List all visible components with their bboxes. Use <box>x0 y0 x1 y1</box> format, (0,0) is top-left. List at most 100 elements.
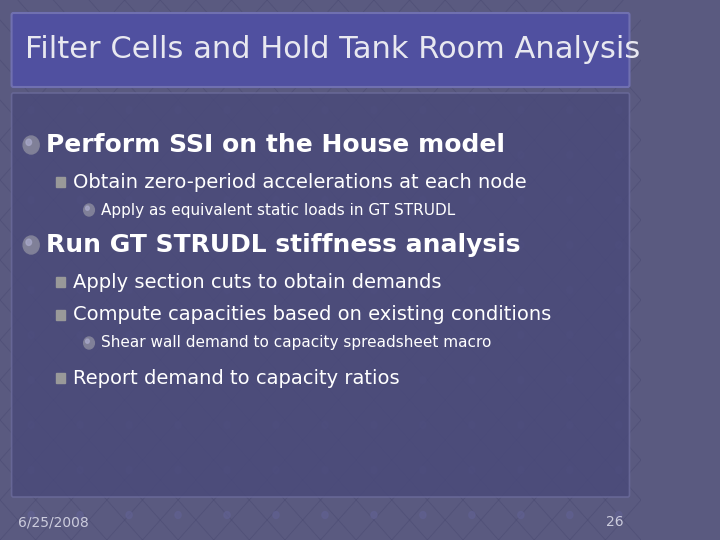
Circle shape <box>273 17 279 24</box>
Circle shape <box>518 287 524 294</box>
Circle shape <box>420 467 426 474</box>
Circle shape <box>371 467 377 474</box>
Circle shape <box>371 152 377 159</box>
Circle shape <box>77 422 84 429</box>
Circle shape <box>175 511 181 518</box>
Circle shape <box>28 332 35 339</box>
Circle shape <box>77 332 84 339</box>
Circle shape <box>77 17 84 24</box>
Circle shape <box>224 376 230 383</box>
Text: 6/25/2008: 6/25/2008 <box>18 515 89 529</box>
Circle shape <box>518 376 524 383</box>
Circle shape <box>273 287 279 294</box>
Text: Obtain zero-period accelerations at each node: Obtain zero-period accelerations at each… <box>73 172 526 192</box>
Circle shape <box>28 62 35 69</box>
Circle shape <box>518 152 524 159</box>
Circle shape <box>126 467 132 474</box>
Circle shape <box>175 287 181 294</box>
Circle shape <box>126 17 132 24</box>
Circle shape <box>518 467 524 474</box>
Circle shape <box>371 376 377 383</box>
Circle shape <box>518 511 524 518</box>
Bar <box>56 373 65 383</box>
Circle shape <box>567 287 573 294</box>
Text: Filter Cells and Hold Tank Room Analysis: Filter Cells and Hold Tank Room Analysis <box>25 36 640 64</box>
Circle shape <box>28 511 35 518</box>
Circle shape <box>616 332 622 339</box>
Circle shape <box>322 152 328 159</box>
Circle shape <box>273 152 279 159</box>
Circle shape <box>567 197 573 204</box>
Circle shape <box>28 197 35 204</box>
Text: Apply section cuts to obtain demands: Apply section cuts to obtain demands <box>73 273 441 292</box>
Circle shape <box>273 376 279 383</box>
Circle shape <box>567 422 573 429</box>
Circle shape <box>126 62 132 69</box>
Circle shape <box>224 197 230 204</box>
Text: Report demand to capacity ratios: Report demand to capacity ratios <box>73 368 400 388</box>
Circle shape <box>420 197 426 204</box>
Circle shape <box>26 239 32 246</box>
Circle shape <box>322 467 328 474</box>
Circle shape <box>77 511 84 518</box>
Circle shape <box>616 62 622 69</box>
Circle shape <box>469 376 475 383</box>
Circle shape <box>273 511 279 518</box>
Circle shape <box>84 337 94 349</box>
Circle shape <box>175 197 181 204</box>
Circle shape <box>28 17 35 24</box>
Text: Run GT STRUDL stiffness analysis: Run GT STRUDL stiffness analysis <box>46 233 521 257</box>
FancyBboxPatch shape <box>12 13 629 87</box>
Circle shape <box>77 287 84 294</box>
Circle shape <box>224 422 230 429</box>
Circle shape <box>175 332 181 339</box>
Circle shape <box>518 17 524 24</box>
Circle shape <box>567 332 573 339</box>
Circle shape <box>518 241 524 248</box>
Circle shape <box>28 287 35 294</box>
Circle shape <box>469 511 475 518</box>
Circle shape <box>322 511 328 518</box>
Circle shape <box>567 376 573 383</box>
Circle shape <box>273 62 279 69</box>
Circle shape <box>420 106 426 113</box>
Circle shape <box>616 106 622 113</box>
Circle shape <box>469 422 475 429</box>
Circle shape <box>518 422 524 429</box>
Circle shape <box>371 422 377 429</box>
Circle shape <box>420 152 426 159</box>
Circle shape <box>469 152 475 159</box>
Circle shape <box>616 152 622 159</box>
Circle shape <box>469 332 475 339</box>
Circle shape <box>420 17 426 24</box>
Circle shape <box>224 17 230 24</box>
Text: Compute capacities based on existing conditions: Compute capacities based on existing con… <box>73 306 552 325</box>
Circle shape <box>273 332 279 339</box>
Circle shape <box>371 17 377 24</box>
Circle shape <box>322 332 328 339</box>
Circle shape <box>371 511 377 518</box>
Circle shape <box>567 467 573 474</box>
Circle shape <box>28 376 35 383</box>
Circle shape <box>23 136 39 154</box>
Circle shape <box>322 106 328 113</box>
Circle shape <box>420 376 426 383</box>
Circle shape <box>469 241 475 248</box>
Circle shape <box>567 511 573 518</box>
Circle shape <box>518 62 524 69</box>
Circle shape <box>77 106 84 113</box>
Circle shape <box>224 62 230 69</box>
Circle shape <box>420 422 426 429</box>
Circle shape <box>77 152 84 159</box>
Circle shape <box>23 236 39 254</box>
Circle shape <box>126 511 132 518</box>
Bar <box>56 177 65 187</box>
Circle shape <box>126 376 132 383</box>
Circle shape <box>28 106 35 113</box>
Circle shape <box>273 197 279 204</box>
Circle shape <box>224 467 230 474</box>
Circle shape <box>616 422 622 429</box>
Circle shape <box>273 422 279 429</box>
Circle shape <box>224 511 230 518</box>
Circle shape <box>126 106 132 113</box>
